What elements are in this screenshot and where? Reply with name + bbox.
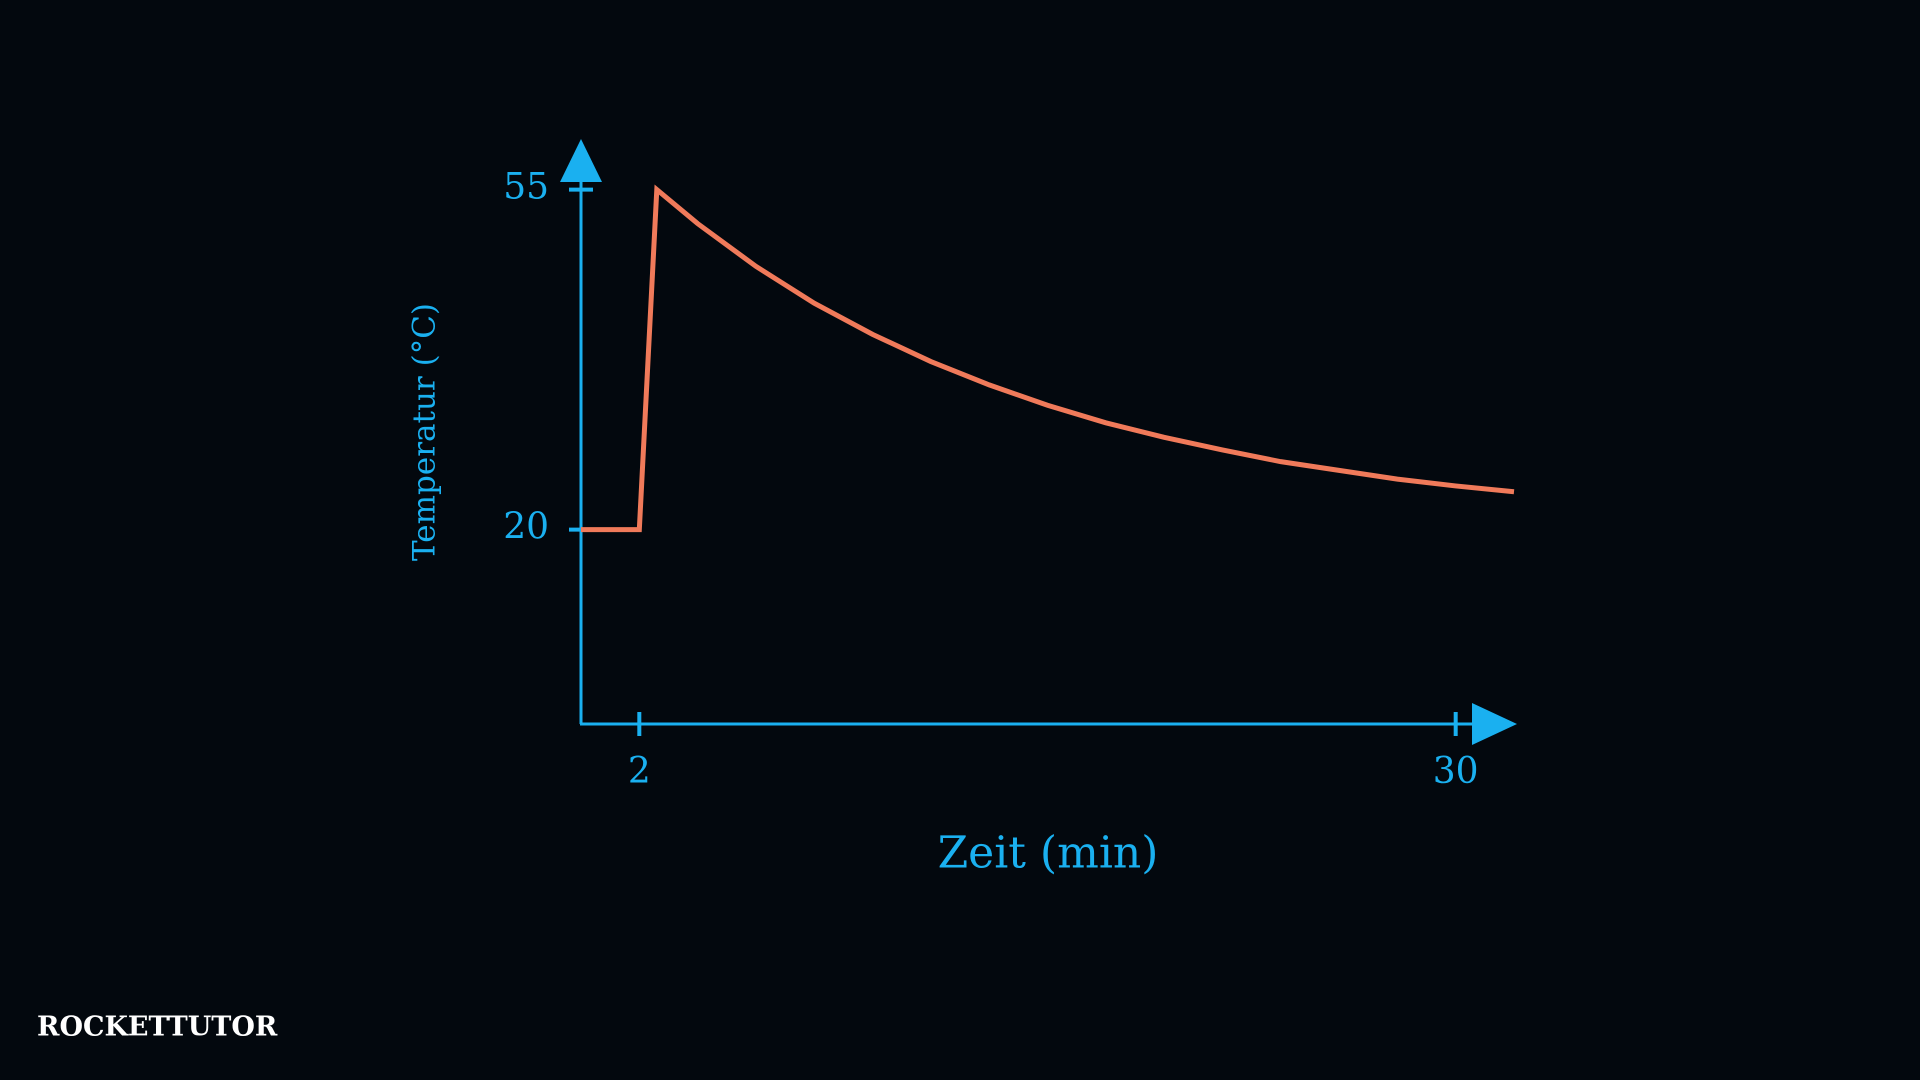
axes (560, 139, 1517, 745)
logo: ROCKETTUTOR (37, 1012, 278, 1043)
x-axis-arrow (1472, 703, 1517, 745)
y-tick-label: 55 (503, 167, 549, 208)
y-axis-title: Temperatur (°C) (407, 303, 443, 561)
x-tick-label: 30 (1433, 751, 1479, 792)
data-line (581, 184, 1515, 533)
x-axis-title: Zeit (min) (938, 828, 1159, 879)
y-tick-label: 20 (503, 507, 549, 548)
y-axis-arrow (560, 139, 602, 182)
x-tick-label: 2 (628, 751, 651, 792)
